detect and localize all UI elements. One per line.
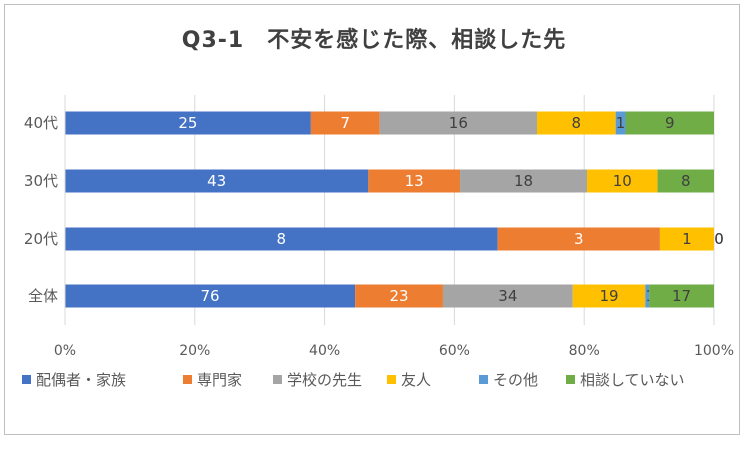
data-label: 25 (178, 114, 197, 132)
bar-segment (65, 111, 311, 135)
legend-swatch (566, 375, 575, 384)
bar-segment (615, 111, 626, 135)
bar-segment (379, 111, 537, 135)
bar-segment (442, 284, 573, 308)
bar-segment (65, 227, 498, 251)
legend-swatch (22, 375, 31, 384)
bar-segment (368, 169, 461, 193)
x-tick-label: 60% (439, 343, 470, 359)
legend-swatch (387, 375, 396, 384)
bar-segment (625, 111, 714, 135)
bar-segment (65, 169, 369, 193)
data-label: 34 (498, 287, 517, 305)
bar-segment (460, 169, 588, 193)
x-tick-label: 80% (569, 343, 600, 359)
chart-frame (4, 4, 740, 435)
data-label: 17 (672, 287, 691, 305)
data-label: 1 (616, 114, 626, 132)
category-label: 20代 (24, 230, 58, 248)
legend-swatch (479, 375, 488, 384)
data-label: 1 (682, 230, 692, 248)
bar-segment (65, 284, 356, 308)
data-label: 8 (681, 172, 691, 190)
legend-label: 友人 (401, 371, 431, 389)
data-label: 16 (449, 114, 468, 132)
legend-label: 学校の先生 (287, 371, 362, 389)
x-tick-label: 40% (309, 343, 340, 359)
bar-segment (659, 227, 714, 251)
category-label: 30代 (24, 172, 58, 190)
bar-segment (497, 227, 660, 251)
data-label: 0 (714, 230, 724, 248)
data-label: 8 (572, 114, 582, 132)
data-label: 76 (201, 287, 220, 305)
bar-segment (355, 284, 443, 308)
bar-segment (572, 284, 646, 308)
bar-segment (657, 169, 714, 193)
category-label: 40代 (24, 114, 58, 132)
bar-segment (537, 111, 616, 135)
legend-label: 専門家 (197, 371, 242, 389)
x-tick-label: 0% (54, 343, 76, 359)
data-label: 23 (389, 287, 408, 305)
data-label: 0 (714, 230, 724, 248)
data-label: 10 (613, 172, 632, 190)
bar-segment (645, 284, 650, 308)
legend-swatch (273, 375, 282, 384)
category-label: 全体 (28, 287, 58, 305)
x-tick-label: 100% (694, 343, 734, 359)
legend-label: 相談していない (580, 371, 685, 389)
data-label: 43 (207, 172, 226, 190)
data-label: 18 (514, 172, 533, 190)
legend-label: その他 (493, 371, 538, 389)
bar-segment (310, 111, 380, 135)
data-label: 8 (277, 230, 287, 248)
data-label: 13 (405, 172, 424, 190)
bar-segment (587, 169, 658, 193)
data-label: 19 (599, 287, 618, 305)
data-label: 3 (574, 230, 584, 248)
legend-label: 配偶者・家族 (36, 371, 126, 389)
legend-swatch (183, 375, 192, 384)
data-label: 9 (665, 114, 675, 132)
bar-segment (649, 284, 714, 308)
chart-title: Q3-1 不安を感じた際、相談した先 (181, 28, 567, 53)
x-tick-label: 20% (179, 343, 210, 359)
data-label: 7 (340, 114, 350, 132)
